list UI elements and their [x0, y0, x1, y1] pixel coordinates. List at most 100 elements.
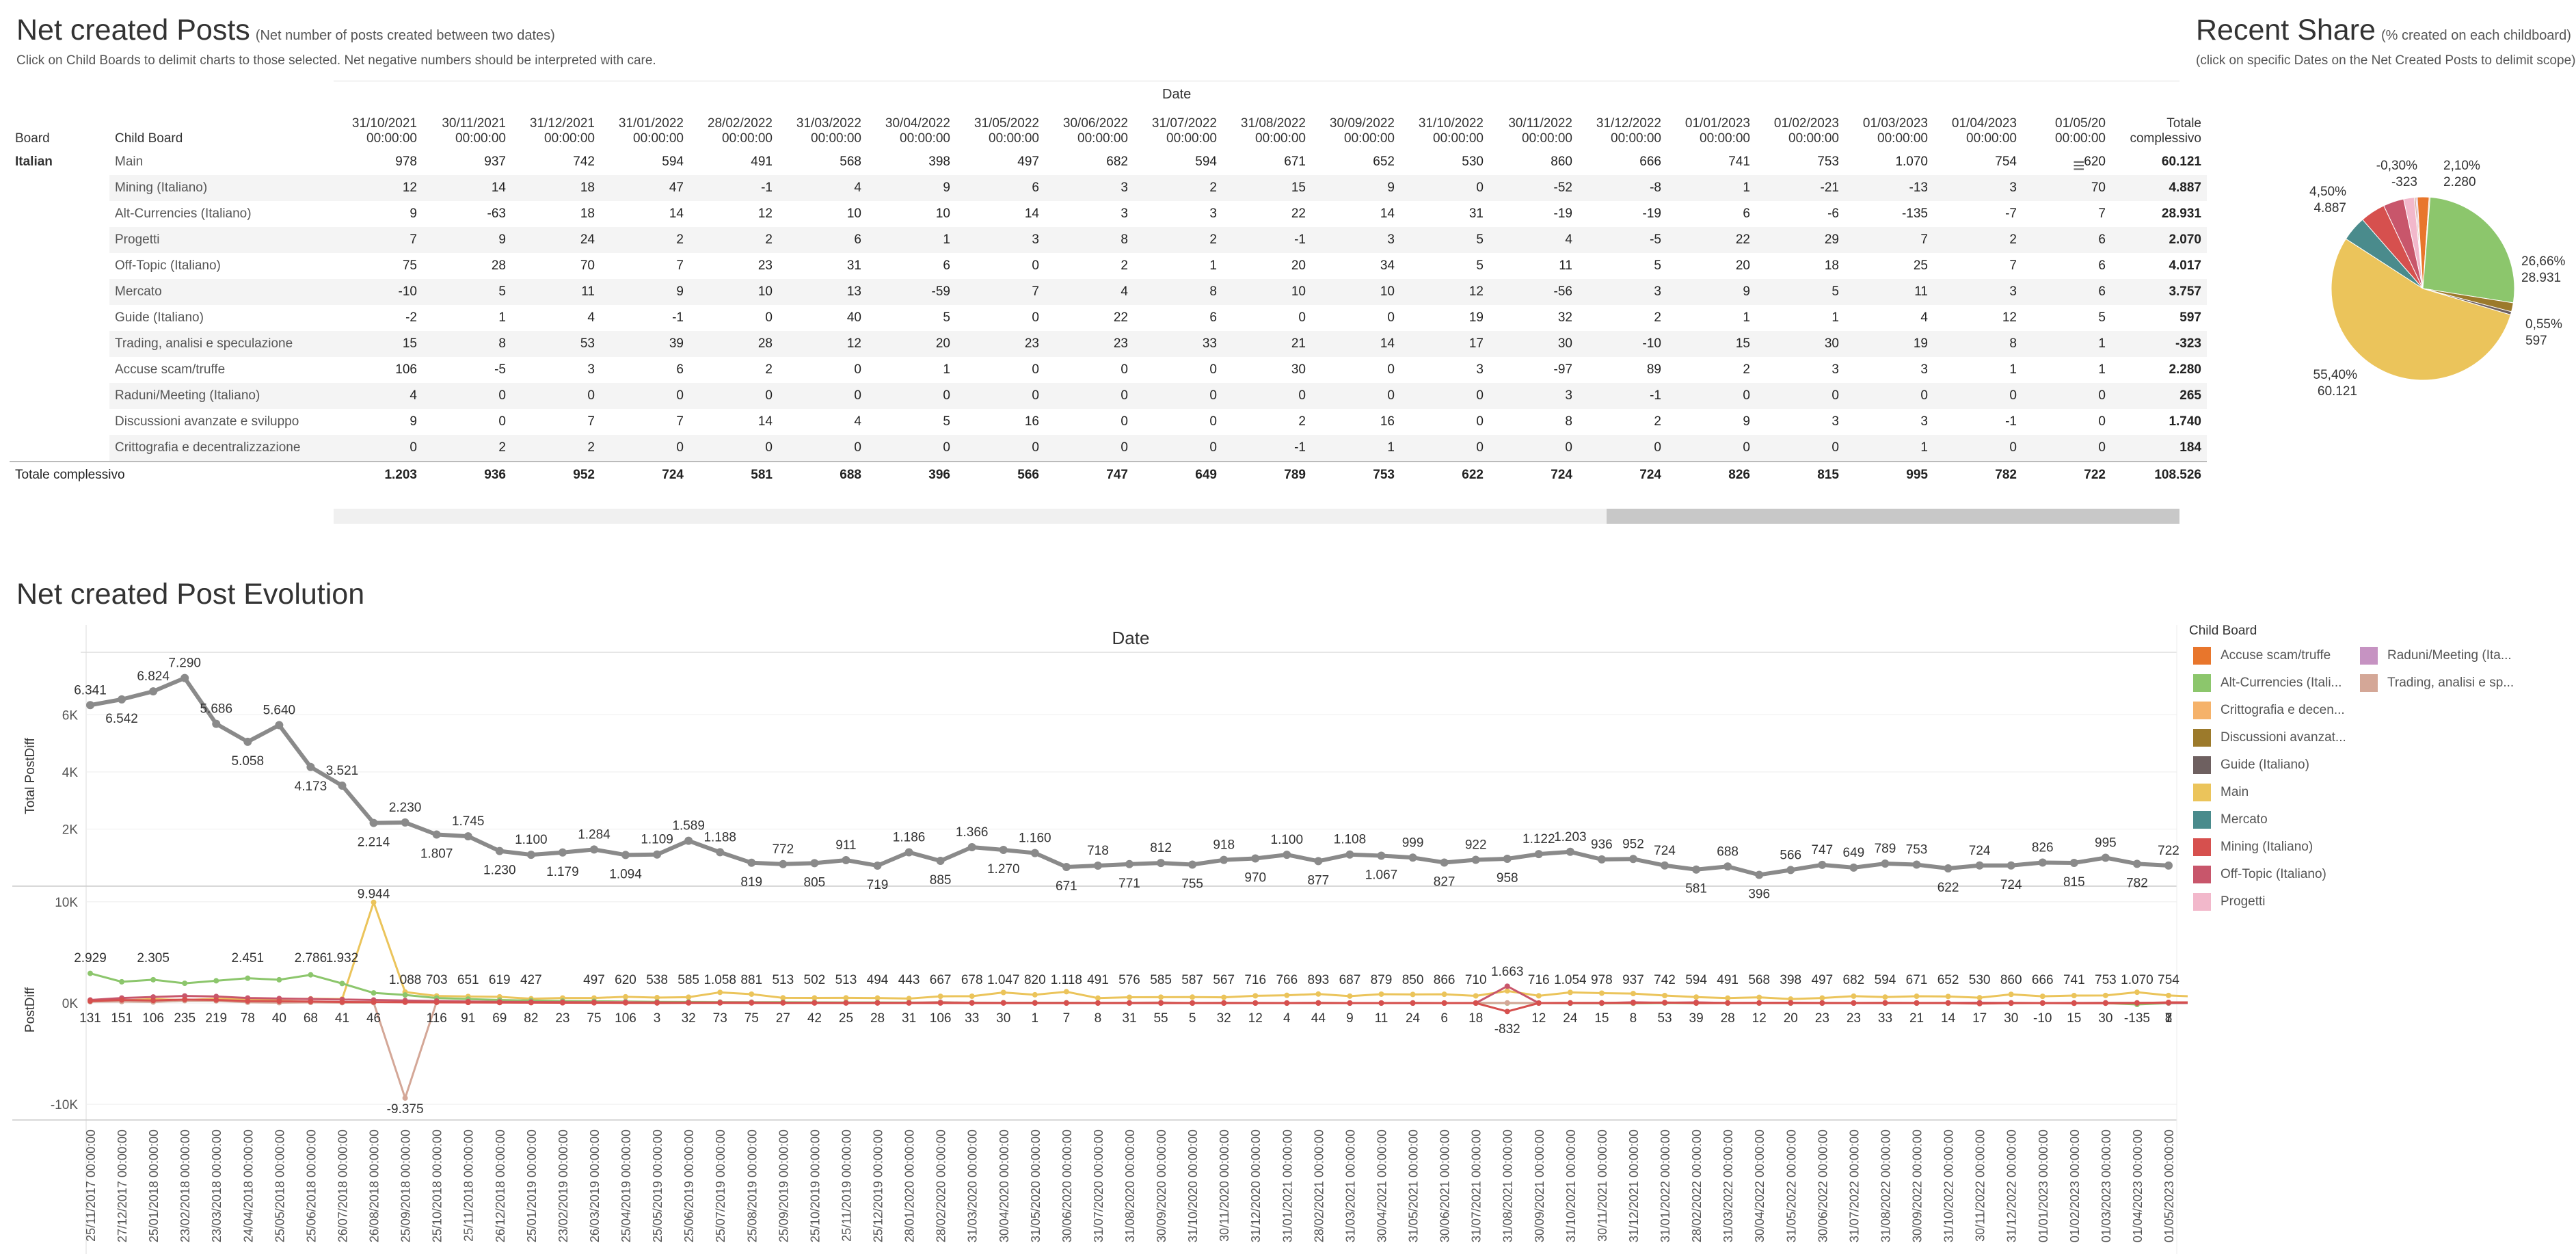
child-board-cell[interactable]: Discussioni avanzate e sviluppo: [115, 414, 299, 429]
child-board-point[interactable]: [88, 998, 93, 1004]
legend-item[interactable]: Main: [2193, 784, 2249, 801]
child-board-point[interactable]: [749, 1000, 755, 1006]
total-postdiff-point[interactable]: [684, 836, 693, 845]
child-board-point[interactable]: [1693, 994, 1700, 1000]
x-tick-label[interactable]: 01/04/2023 00:00:00: [2131, 1130, 2145, 1242]
child-board-cell[interactable]: Mining (Italiano): [109, 175, 334, 201]
total-postdiff-point[interactable]: [589, 845, 598, 854]
x-tick-label[interactable]: 31/01/2021 00:00:00: [1280, 1130, 1294, 1242]
child-board-point[interactable]: [1630, 1000, 1636, 1006]
date-column-header[interactable]: 01/05/20 00:00:00: [2055, 116, 2106, 146]
x-tick-label[interactable]: 24/04/2018 00:00:00: [241, 1130, 255, 1242]
x-tick-label[interactable]: 31/03/2021 00:00:00: [1343, 1130, 1357, 1242]
total-postdiff-point[interactable]: [1818, 860, 1827, 869]
x-tick-label[interactable]: 31/03/2020 00:00:00: [966, 1130, 980, 1242]
recent-share-pie-chart[interactable]: 55,40% 60.121 4,50% 4.887 -0,30% -323 2,10% 2.2…: [2270, 137, 2576, 424]
total-postdiff-point[interactable]: [1125, 859, 1133, 868]
child-board-point[interactable]: [2008, 991, 2014, 998]
x-tick-label[interactable]: 31/10/2020 00:00:00: [1186, 1130, 1200, 1242]
total-postdiff-point[interactable]: [495, 846, 504, 855]
child-board-point[interactable]: [1945, 993, 1951, 1000]
x-tick-label[interactable]: 31/08/2022 00:00:00: [1879, 1130, 1892, 1242]
x-tick-label[interactable]: 30/06/2021 00:00:00: [1438, 1130, 1452, 1242]
total-postdiff-point[interactable]: [1849, 863, 1858, 872]
child-board-point[interactable]: [339, 980, 345, 987]
total-postdiff-point[interactable]: [842, 855, 850, 864]
x-tick-label[interactable]: 30/06/2022 00:00:00: [1816, 1130, 1829, 1242]
child-board-point[interactable]: [1976, 1000, 1983, 1006]
pie-slice[interactable]: [2422, 288, 2512, 315]
child-board-point[interactable]: [1032, 1000, 1038, 1006]
total-postdiff-point[interactable]: [936, 857, 945, 866]
crosstab-scrollbar-track[interactable]: [334, 509, 2179, 524]
date-column-header[interactable]: 01/03/2023 00:00:00: [1862, 116, 1928, 146]
x-tick-label[interactable]: 31/10/2022 00:00:00: [1942, 1130, 1956, 1242]
crosstab-scrollbar-thumb[interactable]: [1607, 509, 2179, 524]
child-board-point[interactable]: [1190, 1000, 1196, 1006]
total-postdiff-point[interactable]: [1975, 861, 1984, 870]
child-board-line[interactable]: [90, 901, 2188, 1003]
child-board-point[interactable]: [1473, 1000, 1479, 1006]
date-column-header[interactable]: 30/11/2021 00:00:00: [442, 116, 506, 146]
total-postdiff-point[interactable]: [653, 850, 662, 859]
child-board-point[interactable]: [213, 997, 219, 1003]
x-tick-label[interactable]: 31/12/2022 00:00:00: [2005, 1130, 2019, 1242]
child-board-point[interactable]: [2134, 1000, 2140, 1006]
child-board-point[interactable]: [1252, 993, 1259, 999]
total-postdiff-point[interactable]: [275, 721, 284, 730]
child-board-point[interactable]: [969, 993, 975, 999]
child-board-point[interactable]: [402, 992, 408, 998]
child-board-point[interactable]: [119, 997, 125, 1003]
child-board-cell[interactable]: Trading, analisi e speculazione: [109, 331, 334, 357]
x-tick-label[interactable]: 26/08/2018 00:00:00: [368, 1130, 381, 1242]
child-board-point[interactable]: [1347, 1000, 1353, 1006]
legend-item[interactable]: Raduni/Meeting (Ita...: [2360, 647, 2512, 665]
child-board-point[interactable]: [874, 1000, 881, 1006]
total-postdiff-point[interactable]: [716, 848, 725, 857]
date-column-header[interactable]: 31/03/2022 00:00:00: [796, 116, 861, 146]
pie-slice[interactable]: [2422, 196, 2515, 304]
x-tick-label[interactable]: 25/01/2019 00:00:00: [525, 1130, 539, 1242]
total-postdiff-point[interactable]: [810, 859, 819, 868]
x-tick-label[interactable]: 26/03/2019 00:00:00: [588, 1130, 602, 1242]
x-tick-label[interactable]: 23/02/2018 00:00:00: [178, 1130, 192, 1242]
total-postdiff-point[interactable]: [873, 861, 882, 870]
child-board-point[interactable]: [1221, 994, 1227, 1000]
x-tick-label[interactable]: 28/02/2020 00:00:00: [935, 1130, 948, 1242]
legend-item[interactable]: Crittografia e decen...: [2193, 702, 2345, 719]
child-board-point[interactable]: [1598, 1000, 1605, 1006]
x-tick-label[interactable]: 31/05/2022 00:00:00: [1784, 1130, 1798, 1242]
child-board-point[interactable]: [2102, 992, 2108, 998]
child-board-point[interactable]: [339, 999, 345, 1005]
date-column-header[interactable]: 31/08/2022 00:00:00: [1240, 116, 1306, 146]
x-tick-label[interactable]: 25/10/2018 00:00:00: [431, 1130, 444, 1242]
total-postdiff-point[interactable]: [1157, 859, 1166, 868]
date-column-header[interactable]: 01/01/2023 00:00:00: [1685, 116, 1750, 146]
child-board-point[interactable]: [1504, 1000, 1510, 1006]
child-board-line[interactable]: [90, 1000, 2188, 1099]
x-tick-label[interactable]: 28/01/2020 00:00:00: [903, 1130, 917, 1242]
date-column-header[interactable]: 31/12/2021 00:00:00: [529, 116, 595, 146]
child-board-point[interactable]: [2166, 992, 2171, 998]
child-board-point[interactable]: [1315, 1000, 1321, 1006]
x-tick-label[interactable]: 30/11/2021 00:00:00: [1596, 1130, 1609, 1242]
child-board-point[interactable]: [213, 978, 219, 984]
x-tick-label[interactable]: 28/02/2022 00:00:00: [1690, 1130, 1704, 1242]
child-board-point[interactable]: [1410, 991, 1416, 998]
child-board-point[interactable]: [1567, 1000, 1573, 1006]
child-board-point[interactable]: [559, 1000, 565, 1006]
date-column-header[interactable]: 28/02/2022 00:00:00: [707, 116, 773, 146]
total-postdiff-point[interactable]: [1503, 855, 1512, 864]
child-board-point[interactable]: [969, 1000, 975, 1006]
total-postdiff-point[interactable]: [118, 695, 126, 704]
child-board-point[interactable]: [402, 1095, 408, 1101]
total-postdiff-point[interactable]: [180, 673, 189, 682]
child-board-point[interactable]: [654, 1000, 660, 1006]
child-board-point[interactable]: [1158, 1000, 1164, 1006]
child-board-point[interactable]: [1284, 992, 1290, 998]
x-tick-label[interactable]: 26/07/2018 00:00:00: [336, 1130, 349, 1242]
child-board-point[interactable]: [1725, 1000, 1731, 1006]
child-board-point[interactable]: [371, 990, 377, 996]
x-tick-label[interactable]: 25/09/2018 00:00:00: [399, 1130, 413, 1242]
